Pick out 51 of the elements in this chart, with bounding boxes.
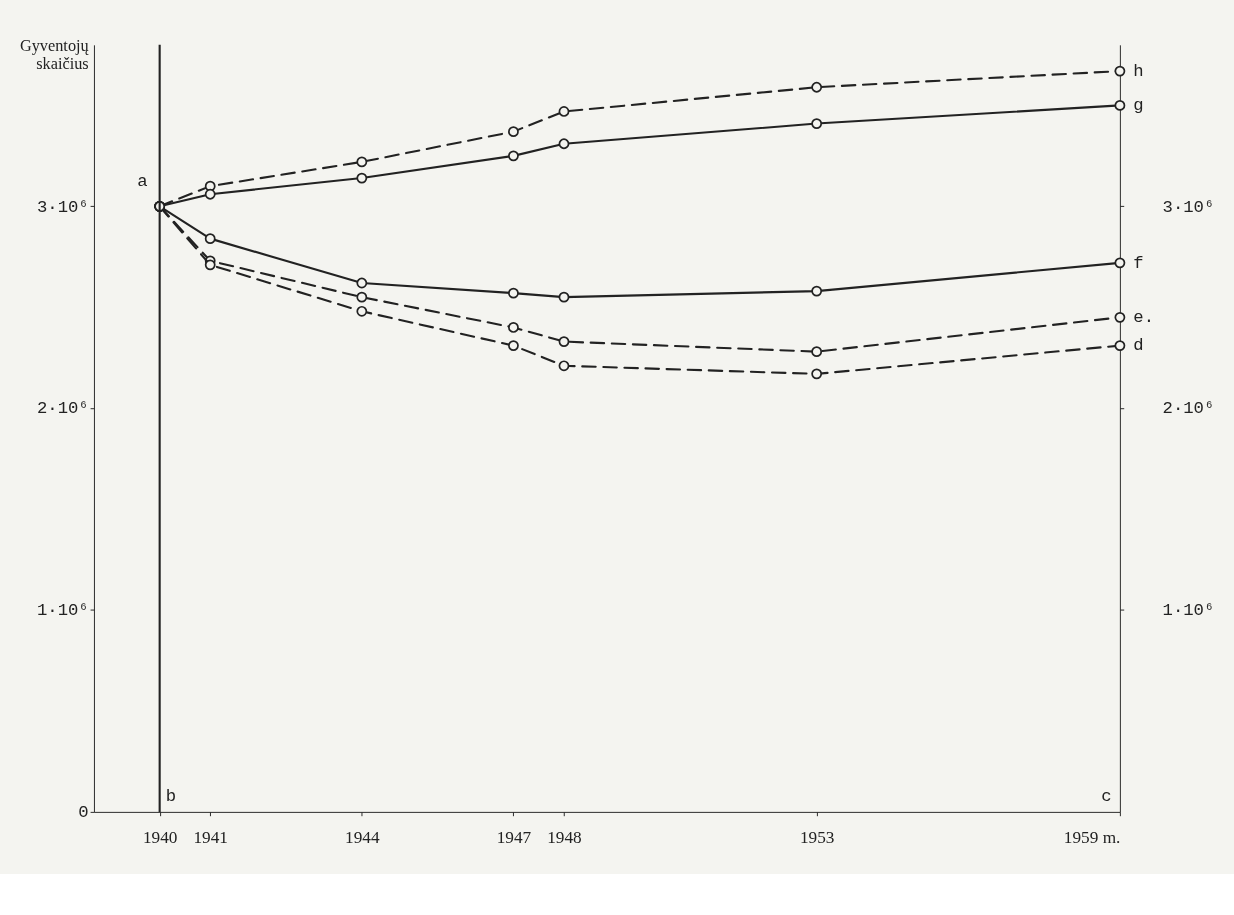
series-label: d <box>1133 336 1144 356</box>
point <box>508 150 519 162</box>
x-tick-label: 1959 m. <box>1063 828 1121 848</box>
annotation: b <box>165 787 177 807</box>
y2-tick-label: 2·10⁶ <box>1162 399 1215 419</box>
point <box>1114 311 1126 323</box>
x-tick-label: 1953 <box>799 828 835 848</box>
x-tick-label: 1940 <box>142 828 178 848</box>
y-tick-label: 1·10⁶ <box>36 601 89 621</box>
point <box>508 322 519 333</box>
y-tick-label: 3·10⁶ <box>36 197 89 217</box>
point <box>356 156 368 168</box>
point <box>811 285 823 297</box>
series-label: f <box>1133 253 1144 273</box>
point <box>356 172 368 184</box>
point <box>558 360 570 372</box>
series-label: g <box>1133 96 1144 116</box>
point <box>1114 257 1126 269</box>
point <box>1114 65 1126 77</box>
x-tick-label: 1941 <box>193 828 228 848</box>
x-tick-label: 1944 <box>345 828 380 848</box>
y-axis-title: Gyventojų skaičius <box>19 36 90 74</box>
annotation: c <box>1101 787 1112 807</box>
point <box>558 336 570 347</box>
x-tick-label: 1948 <box>547 828 582 848</box>
y-tick-label: 2·10⁶ <box>36 399 89 419</box>
point <box>204 233 216 245</box>
series-label: h <box>1133 61 1144 81</box>
point <box>811 368 823 380</box>
point <box>811 118 823 129</box>
point <box>1114 99 1126 111</box>
point <box>356 291 368 303</box>
point <box>508 340 519 352</box>
series-label: e. <box>1133 308 1155 328</box>
x-tick-label: 1947 <box>496 828 532 848</box>
point <box>204 188 216 200</box>
y2-tick-label: 1·10⁶ <box>1162 601 1215 621</box>
point <box>1114 340 1126 352</box>
point <box>558 291 570 303</box>
point <box>558 138 570 150</box>
y2-tick-label: 3·10⁶ <box>1162 197 1215 217</box>
point <box>811 346 823 358</box>
point <box>508 287 519 299</box>
point <box>508 126 519 138</box>
annotation: a <box>137 172 148 192</box>
point <box>811 81 823 93</box>
y-tick-label: 0 <box>78 803 89 823</box>
point <box>356 305 368 317</box>
point <box>356 277 368 289</box>
point <box>204 259 216 271</box>
point <box>558 106 570 117</box>
